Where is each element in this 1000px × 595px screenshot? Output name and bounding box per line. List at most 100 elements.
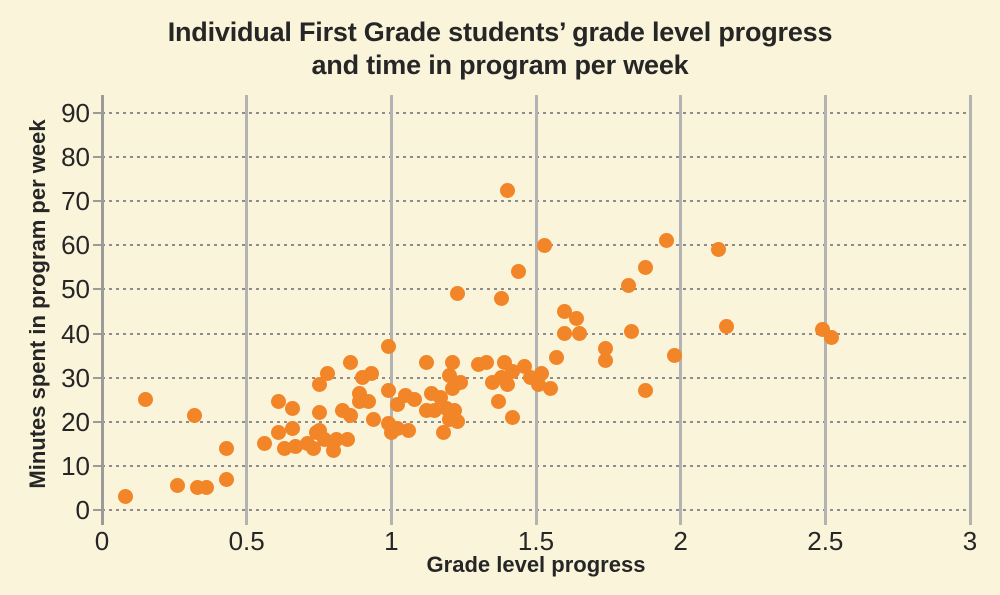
data-point — [493, 290, 509, 306]
x-tick-label: 1 — [384, 526, 399, 556]
data-point — [311, 405, 327, 421]
data-point — [450, 286, 466, 302]
data-point — [441, 367, 457, 383]
data-point — [389, 420, 405, 436]
data-point — [569, 310, 584, 326]
data-point — [169, 478, 185, 494]
y-axis-tick — [93, 509, 101, 511]
data-point — [285, 420, 301, 436]
vertical-gridline — [245, 95, 249, 525]
data-point — [499, 182, 515, 198]
y-tick-label: 50 — [61, 274, 90, 305]
data-point — [710, 242, 726, 258]
vertical-gridline — [679, 95, 683, 525]
y-tick-label: 20 — [61, 406, 90, 437]
y-axis-tick — [93, 112, 101, 114]
y-axis-tick — [93, 200, 101, 203]
y-tick-label: 30 — [61, 362, 90, 393]
data-point — [427, 403, 443, 419]
chart-title-line-2: and time in program per week — [311, 50, 689, 80]
data-point — [621, 277, 637, 293]
data-point — [505, 409, 521, 425]
data-point — [719, 319, 735, 335]
y-tick-label: 40 — [61, 318, 90, 349]
data-point — [288, 438, 304, 454]
data-point — [137, 392, 153, 408]
data-point — [270, 394, 286, 410]
data-point — [340, 431, 356, 447]
y-axis-tick — [93, 244, 101, 247]
data-point — [537, 237, 553, 253]
y-tick-label: 80 — [61, 142, 90, 173]
data-point — [343, 354, 359, 370]
y-axis-tick — [93, 156, 101, 159]
data-point — [505, 363, 521, 379]
data-point — [285, 401, 301, 417]
y-tick-label: 70 — [61, 186, 90, 217]
data-point — [343, 407, 359, 423]
y-axis-tick — [93, 288, 101, 291]
data-point — [117, 489, 133, 505]
data-point — [256, 436, 272, 452]
data-point — [435, 425, 451, 441]
data-point — [479, 354, 495, 370]
chart-title: Individual First Grade students’ grade l… — [0, 16, 1000, 82]
data-point — [557, 326, 573, 342]
data-point — [450, 414, 466, 430]
vertical-gridline — [968, 95, 972, 525]
chart-title-line-1: Individual First Grade students’ grade l… — [167, 17, 833, 47]
data-point — [823, 330, 839, 346]
y-axis-tick — [93, 376, 101, 379]
data-point — [305, 440, 321, 456]
data-point — [499, 376, 515, 392]
data-point — [218, 440, 234, 456]
y-tick-label: 10 — [61, 450, 90, 481]
x-tick-label: 3 — [962, 526, 978, 556]
data-point — [638, 259, 654, 275]
data-point — [490, 394, 506, 410]
data-point — [534, 365, 550, 381]
x-axis-label: Grade level progress — [426, 552, 646, 577]
data-point — [571, 326, 587, 342]
y-tick-label: 60 — [61, 230, 90, 261]
data-point — [311, 376, 327, 392]
x-tick-label: 0 — [94, 526, 110, 556]
y-axis-tick — [93, 464, 101, 467]
data-point — [380, 339, 396, 355]
data-point — [401, 423, 417, 439]
data-point — [542, 381, 558, 397]
data-point — [667, 348, 683, 364]
x-tick-label: 0.5 — [228, 526, 265, 556]
data-point — [366, 412, 382, 428]
data-point — [380, 383, 396, 399]
data-point — [658, 233, 674, 249]
data-point — [198, 480, 214, 496]
y-axis-tick — [93, 420, 101, 423]
vertical-gridline — [534, 95, 538, 525]
x-tick-label: 2 — [673, 526, 688, 556]
data-point — [218, 471, 234, 487]
vertical-gridline — [389, 95, 393, 525]
data-point — [623, 323, 639, 339]
data-point — [320, 365, 336, 381]
x-tick-label: 1.5 — [517, 526, 555, 556]
data-point — [444, 354, 460, 370]
vertical-gridline — [823, 95, 827, 525]
data-point — [276, 440, 292, 456]
data-point — [360, 394, 376, 410]
data-point — [418, 354, 434, 370]
x-tick-label: 2.5 — [807, 526, 844, 556]
data-point — [548, 350, 564, 366]
data-point — [557, 304, 573, 319]
data-point — [270, 425, 286, 441]
data-point — [406, 392, 422, 408]
y-tick-label: 90 — [61, 98, 90, 128]
data-point — [597, 352, 613, 368]
data-point — [328, 431, 344, 447]
data-point — [453, 374, 469, 390]
y-tick-label: 0 — [75, 495, 90, 525]
y-axis-line — [100, 95, 104, 525]
data-point — [511, 264, 527, 280]
data-point — [363, 365, 379, 381]
